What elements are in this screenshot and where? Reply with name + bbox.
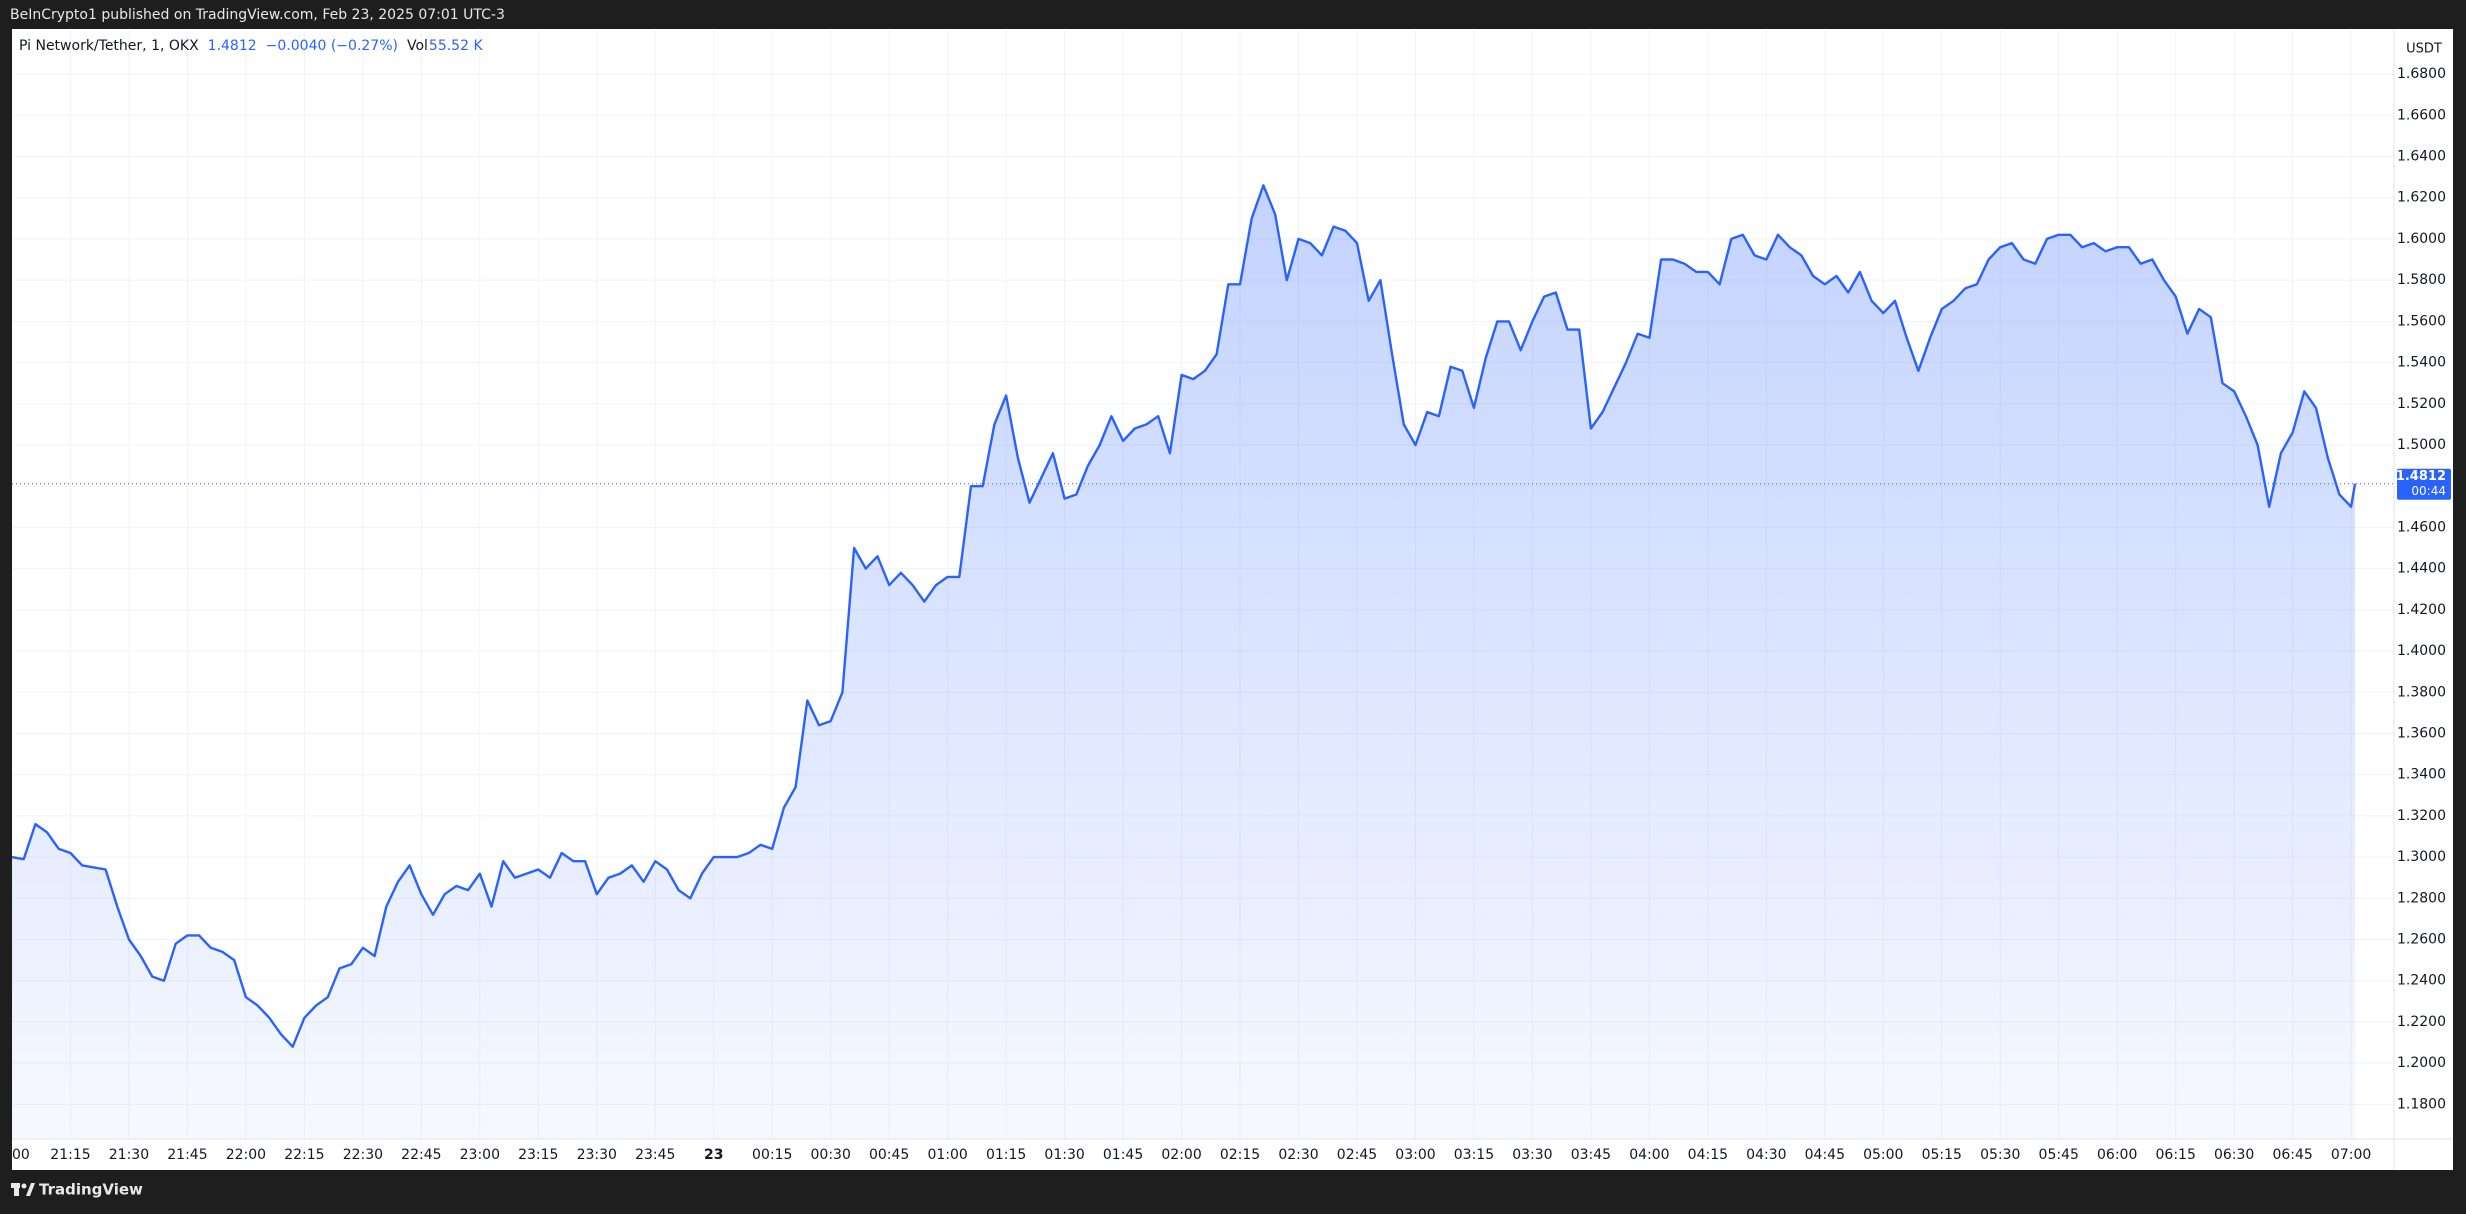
x-tick-label: 23:15 — [518, 1147, 558, 1163]
x-tick-label: 07:00 — [2331, 1147, 2371, 1163]
y-tick-label: 1.3600 — [2397, 725, 2446, 741]
x-tick-label: 01:30 — [1044, 1147, 1084, 1163]
x-tick-label: 00:30 — [811, 1147, 851, 1163]
legend: Pi Network/Tether, 1, OKX 1.4812 −0.0040… — [19, 38, 483, 54]
y-axis-unit: USDT — [2406, 42, 2442, 57]
bar-countdown: 00:44 — [2411, 484, 2446, 498]
y-tick-label: 1.4400 — [2397, 561, 2446, 577]
x-tick-label: 05:30 — [1980, 1147, 2020, 1163]
y-tick-label: 1.4200 — [2397, 602, 2446, 618]
area-fill — [12, 185, 2355, 1139]
x-tick-label: 04:00 — [1629, 1147, 1669, 1163]
last-price-label: 1.4812 — [2396, 469, 2446, 484]
x-tick-label: 23:45 — [635, 1147, 675, 1163]
x-tick-label: 22:00 — [226, 1147, 266, 1163]
y-tick-label: 1.1800 — [2397, 1096, 2446, 1112]
y-tick-label: 1.2800 — [2397, 890, 2446, 906]
x-tick-label: 01:00 — [927, 1147, 967, 1163]
x-tick-label: 22:30 — [343, 1147, 383, 1163]
y-tick-label: 1.6800 — [2397, 66, 2446, 82]
x-tick-label: 02:30 — [1278, 1147, 1318, 1163]
y-tick-label: 1.5800 — [2397, 272, 2446, 288]
x-tick-label: 23:00 — [460, 1147, 500, 1163]
y-tick-label: 1.2400 — [2397, 973, 2446, 989]
legend-change: −0.0040 (−0.27%) — [266, 38, 398, 54]
logo-part — [21, 1183, 27, 1189]
x-tick-label: 04:30 — [1746, 1147, 1786, 1163]
x-tick-label: 23:30 — [577, 1147, 617, 1163]
x-tick-label: 06:00 — [2097, 1147, 2137, 1163]
x-tick-label: 00 — [12, 1147, 30, 1163]
last-price-tag — [2397, 468, 2451, 500]
x-tick-label: 02:00 — [1161, 1147, 1201, 1163]
y-tick-label: 1.6000 — [2397, 231, 2446, 247]
y-tick-label: 1.3200 — [2397, 808, 2446, 824]
legend-price: 1.4812 — [208, 38, 257, 54]
x-tick-label: 21:30 — [109, 1147, 149, 1163]
logo-part — [26, 1183, 35, 1196]
y-tick-label: 1.5200 — [2397, 396, 2446, 412]
x-tick-label: 22:15 — [284, 1147, 324, 1163]
x-tick-label: 01:15 — [986, 1147, 1026, 1163]
x-tick-label: 05:00 — [1863, 1147, 1903, 1163]
x-tick-label: 01:45 — [1103, 1147, 1143, 1163]
x-tick-label: 05:15 — [1922, 1147, 1962, 1163]
x-tick-label: 23 — [704, 1147, 723, 1163]
brand-logo — [11, 1183, 35, 1196]
x-tick-label: 04:15 — [1688, 1147, 1728, 1163]
x-tick-label: 06:45 — [2272, 1147, 2312, 1163]
x-tick-label: 03:30 — [1512, 1147, 1552, 1163]
published-note: BeInCrypto1 published on TradingView.com… — [10, 7, 505, 23]
y-tick-label: 1.2600 — [2397, 932, 2446, 948]
legend-volume-label: Vol — [407, 38, 428, 54]
y-tick-label: 1.6600 — [2397, 107, 2446, 123]
logo-part — [14, 1183, 19, 1196]
y-tick-label: 1.4600 — [2397, 519, 2446, 535]
x-tick-label: 02:15 — [1220, 1147, 1260, 1163]
y-tick-label: 1.3000 — [2397, 849, 2446, 865]
y-tick-label: 1.5000 — [2397, 437, 2446, 453]
x-tick-label: 00:45 — [869, 1147, 909, 1163]
series — [12, 184, 2394, 1139]
y-tick-label: 1.6400 — [2397, 149, 2446, 165]
x-tick-label: 21:45 — [167, 1147, 207, 1163]
x-tick-label: 04:45 — [1805, 1147, 1845, 1163]
x-tick-label: 03:15 — [1454, 1147, 1494, 1163]
x-tick-label: 06:30 — [2214, 1147, 2254, 1163]
y-tick-label: 1.3800 — [2397, 684, 2446, 700]
x-tick-label: 03:45 — [1571, 1147, 1611, 1163]
legend-volume: 55.52 K — [429, 38, 484, 54]
x-tick-label: 05:45 — [2039, 1147, 2079, 1163]
y-tick-label: 1.2200 — [2397, 1014, 2446, 1030]
y-tick-label: 1.4000 — [2397, 643, 2446, 659]
y-tick-label: 1.5400 — [2397, 355, 2446, 371]
x-tick-label: 03:00 — [1395, 1147, 1435, 1163]
legend-symbol: Pi Network/Tether, 1, OKX — [19, 38, 199, 54]
y-tick-label: 1.2000 — [2397, 1055, 2446, 1071]
y-tick-label: 1.3400 — [2397, 767, 2446, 783]
x-axis: 00 21:15 21:30 21:45 22:00 22:15 22:30 22:45 23:… — [12, 1147, 2371, 1163]
x-tick-label: 22:45 — [401, 1147, 441, 1163]
x-tick-label: 02:45 — [1337, 1147, 1377, 1163]
price-line — [12, 184, 2357, 1048]
x-tick-label: 00:15 — [752, 1147, 792, 1163]
brand: TradingView — [39, 1181, 143, 1199]
x-tick-label: 21:15 — [50, 1147, 90, 1163]
y-tick-label: 1.5600 — [2397, 313, 2446, 329]
x-tick-label: 06:15 — [2156, 1147, 2196, 1163]
y-tick-label: 1.6200 — [2397, 190, 2446, 206]
